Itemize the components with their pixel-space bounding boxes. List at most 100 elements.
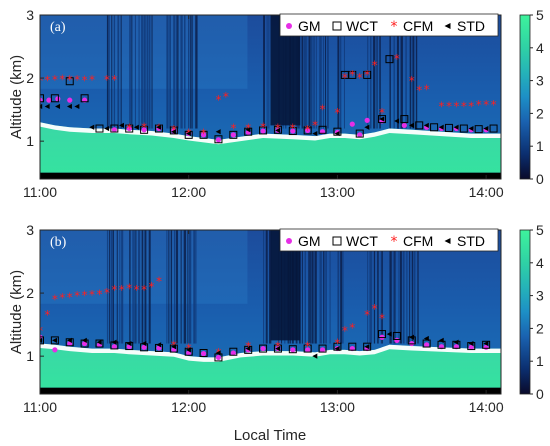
marker-std — [111, 339, 117, 345]
streak — [168, 230, 170, 344]
y-tick-label: 1 — [26, 133, 34, 149]
streak — [120, 15, 122, 129]
y-axis-title: Altitude (km) — [8, 55, 25, 139]
marker-gm — [141, 344, 147, 350]
marker-cfm: * — [364, 68, 370, 82]
streak — [337, 230, 339, 344]
panel-label: (b) — [50, 235, 67, 250]
marker-wct — [244, 345, 253, 354]
marker-wct — [229, 130, 238, 139]
marker-cfm: * — [96, 287, 102, 301]
marker-wct — [482, 340, 491, 349]
streak — [129, 15, 131, 129]
streak — [180, 15, 183, 129]
marker-gm — [319, 347, 326, 353]
marker-gm — [230, 350, 236, 356]
streak — [324, 15, 326, 129]
marker-cfm: * — [305, 123, 311, 137]
legend-label-cfm: CFM — [403, 18, 433, 34]
marker-wct — [415, 121, 424, 130]
streak — [191, 15, 193, 129]
marker-wct — [95, 339, 104, 348]
streak — [308, 15, 311, 129]
streak — [313, 15, 315, 129]
marker-std — [438, 124, 444, 130]
streak — [394, 230, 396, 344]
streak — [173, 15, 175, 129]
streak — [392, 230, 394, 344]
colorbar-tick-label: 3 — [536, 73, 544, 89]
marker-cfm: * — [74, 73, 80, 87]
legend-symbol-std — [444, 238, 451, 244]
streak — [373, 15, 376, 129]
streak — [135, 230, 137, 344]
x-tick-label: 13:00 — [320, 184, 355, 200]
marker-cfm: * — [82, 74, 88, 88]
marker-std — [364, 344, 370, 350]
panel-label: (a) — [50, 20, 66, 35]
marker-std — [133, 124, 139, 130]
streak — [111, 15, 113, 129]
legend: GM WCT * CFM STD — [279, 13, 499, 37]
legend-symbol-gm — [286, 23, 292, 29]
streak — [177, 15, 179, 129]
streak — [144, 230, 147, 344]
streak — [193, 230, 196, 344]
marker-gm — [55, 96, 61, 102]
x-tick-label: 13:00 — [320, 399, 355, 415]
cloud-base-white — [40, 343, 501, 362]
legend-symbol-std — [444, 23, 451, 29]
marker-wct — [184, 347, 193, 356]
plot-frame — [39, 14, 502, 180]
legend: GM WCT * CFM STD — [279, 228, 499, 252]
marker-cfm: * — [491, 98, 497, 112]
streak — [320, 15, 322, 129]
streak — [263, 15, 265, 129]
streak — [138, 15, 140, 129]
streak — [129, 230, 131, 344]
marker-wct — [40, 94, 44, 103]
y-tick-label: 2 — [26, 70, 34, 86]
marker-gm — [215, 354, 222, 361]
streak — [402, 230, 405, 344]
marker-std — [185, 347, 191, 353]
streak — [409, 230, 411, 344]
streak — [306, 15, 308, 129]
marker-wct — [333, 342, 342, 351]
streak — [311, 230, 314, 344]
marker-std — [141, 340, 147, 347]
marker-gm — [364, 117, 370, 123]
streak — [406, 230, 408, 344]
streak — [169, 15, 171, 129]
streak — [151, 15, 153, 129]
streak — [116, 230, 118, 344]
marker-cfm: * — [37, 324, 43, 338]
marker-cfm: * — [349, 321, 355, 335]
streak — [131, 15, 133, 129]
marker-cfm: * — [201, 127, 207, 141]
x-tick-label: 11:00 — [23, 184, 57, 200]
marker-gm — [200, 351, 207, 357]
series-wct — [40, 55, 498, 144]
marker-gm — [230, 132, 236, 138]
streak — [190, 15, 192, 129]
marker-cfm: * — [372, 302, 378, 316]
marker-wct — [385, 55, 394, 64]
marker-std — [483, 340, 489, 347]
y-tick-label: 2 — [26, 285, 34, 301]
x-tick-label: 12:00 — [171, 184, 206, 200]
colorbar: 0 1 2 3 4 5 — [519, 222, 544, 402]
streak — [417, 230, 419, 344]
streak — [195, 230, 197, 344]
streak — [146, 15, 149, 129]
marker-std — [245, 127, 251, 133]
marker-cfm: * — [342, 71, 348, 85]
marker-gm — [52, 347, 58, 353]
streak — [340, 230, 343, 344]
streak — [396, 15, 399, 129]
legend-label-std: STD — [457, 233, 485, 249]
marker-cfm: * — [89, 288, 95, 302]
streak — [367, 230, 369, 344]
x-tick-label: 12:00 — [171, 399, 206, 415]
marker-std — [215, 350, 221, 356]
